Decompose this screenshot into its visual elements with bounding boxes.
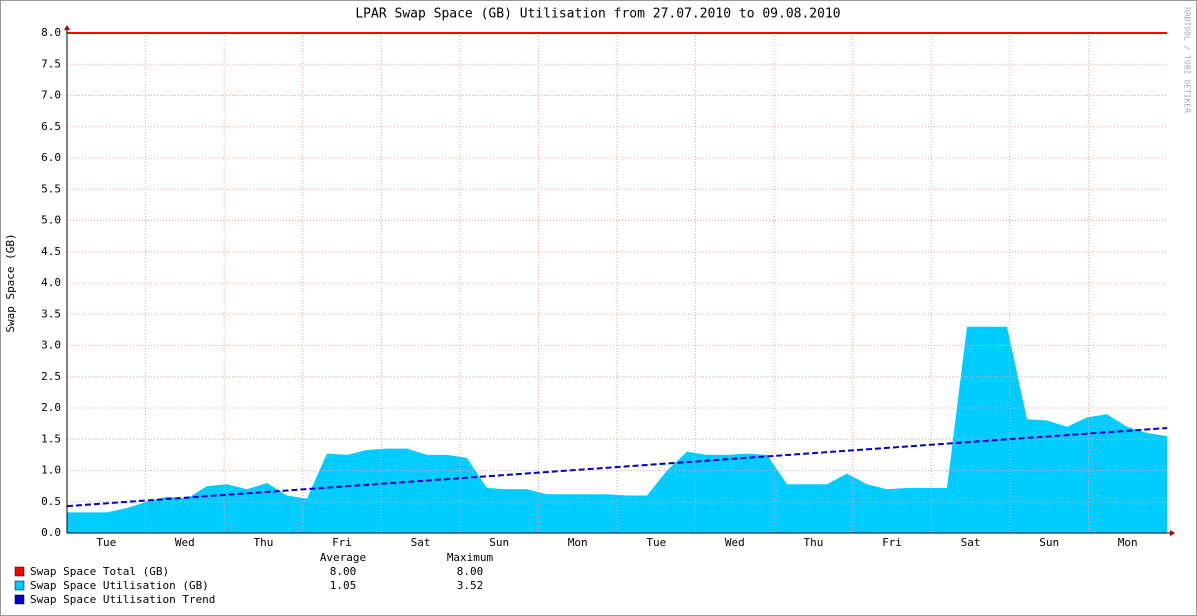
legend-stat: 1.05 [330,579,357,592]
x-tick-label: Fri [332,536,352,549]
legend-swatch [14,566,25,577]
y-tick-label: 2.0 [41,401,61,414]
x-tick-label: Sat [961,536,981,549]
x-tick-label: Mon [568,536,588,549]
x-tick-label: Sat [411,536,431,549]
legend-swatch [14,594,25,605]
legend-stat: 8.00 [330,565,357,578]
y-tick-label: 1.0 [41,464,61,477]
y-tick-label: 6.0 [41,151,61,164]
trend-line [66,427,1168,508]
y-tick-label: 3.5 [41,307,61,320]
y-tick-label: 1.5 [41,432,61,445]
y-arrow [64,25,70,30]
y-tick-label: 3.0 [41,339,61,352]
utilisation-area [67,326,1167,533]
legend-swatch [14,580,25,591]
legend-label: Swap Space Utilisation Trend [30,593,215,606]
x-tick-label: Tue [646,536,666,549]
y-tick-label: 2.5 [41,370,61,383]
x-tick-label: Sun [1039,536,1059,549]
legend-column-header: Average [320,551,366,564]
legend-stat: 8.00 [457,565,484,578]
legend-column-header: Maximum [447,551,494,564]
y-tick-label: 7.0 [41,89,61,102]
y-tick-label: 8.0 [41,26,61,39]
y-tick-label: 7.5 [41,57,61,70]
x-tick-label: Wed [725,536,745,549]
x-tick-label: Mon [1118,536,1138,549]
y-tick-label: 0.5 [41,495,61,508]
x-tick-label: Thu [253,536,273,549]
legend-stat: 3.52 [457,579,484,592]
y-tick-label: 6.5 [41,120,61,133]
y-tick-label: 4.5 [41,245,61,258]
chart-title: LPAR Swap Space (GB) Utilisation from 27… [355,7,840,22]
watermark: RRDTOOL / TOBI OETIKER [1183,7,1192,113]
x-tick-label: Fri [882,536,902,549]
y-axis-label: Swap Space (GB) [4,233,17,332]
y-tick-label: 0.0 [41,526,61,539]
x-tick-label: Thu [803,536,823,549]
x-tick-label: Tue [96,536,116,549]
legend-label: Swap Space Utilisation (GB) [30,579,209,592]
y-tick-label: 4.0 [41,276,61,289]
y-tick-label: 5.5 [41,182,61,195]
x-arrow [1170,530,1175,536]
legend-label: Swap Space Total (GB) [30,565,169,578]
x-tick-label: Sun [489,536,509,549]
y-tick-label: 5.0 [41,214,61,227]
x-tick-label: Wed [175,536,195,549]
